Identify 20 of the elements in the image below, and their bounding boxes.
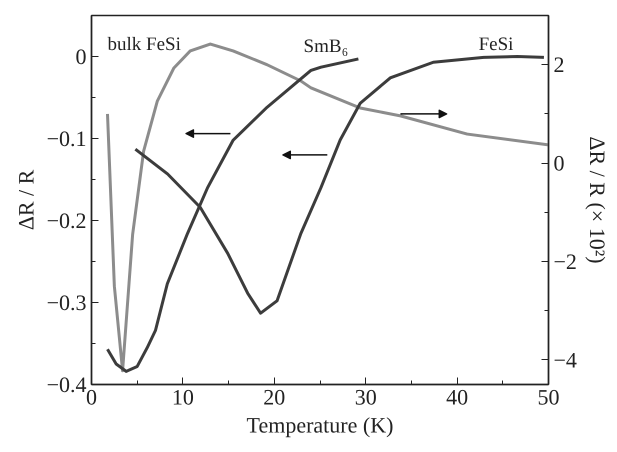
- x-tick-label: 50: [538, 384, 560, 410]
- y-tick-label: 0: [76, 44, 86, 69]
- y2-tick-label: 2: [554, 52, 564, 78]
- y-tick-label: −0.2: [46, 208, 87, 233]
- y2-axis-title: ΔR / R (× 10²): [584, 136, 610, 264]
- series-label: bulk FeSi: [107, 34, 181, 55]
- y-tick-label: −0.4: [46, 372, 87, 397]
- y-tick-label: −0.1: [46, 126, 87, 151]
- y2-tick-label: 0: [554, 150, 564, 176]
- x-tick-label: 20: [263, 384, 286, 410]
- y2-tick-label: −4: [554, 347, 577, 372]
- x-axis-title: Temperature (K): [246, 412, 394, 438]
- series-label: FeSi: [478, 34, 514, 55]
- y-tick-label: −0.3: [46, 290, 87, 315]
- x-tick-label: 10: [172, 384, 194, 410]
- x-tick-label: 40: [446, 384, 468, 410]
- y2-tick-label: −2: [554, 249, 577, 274]
- series-label: SmB₆: [304, 36, 348, 57]
- y-axis-title: ΔR / R: [14, 169, 39, 230]
- x-tick-label: 30: [354, 384, 377, 410]
